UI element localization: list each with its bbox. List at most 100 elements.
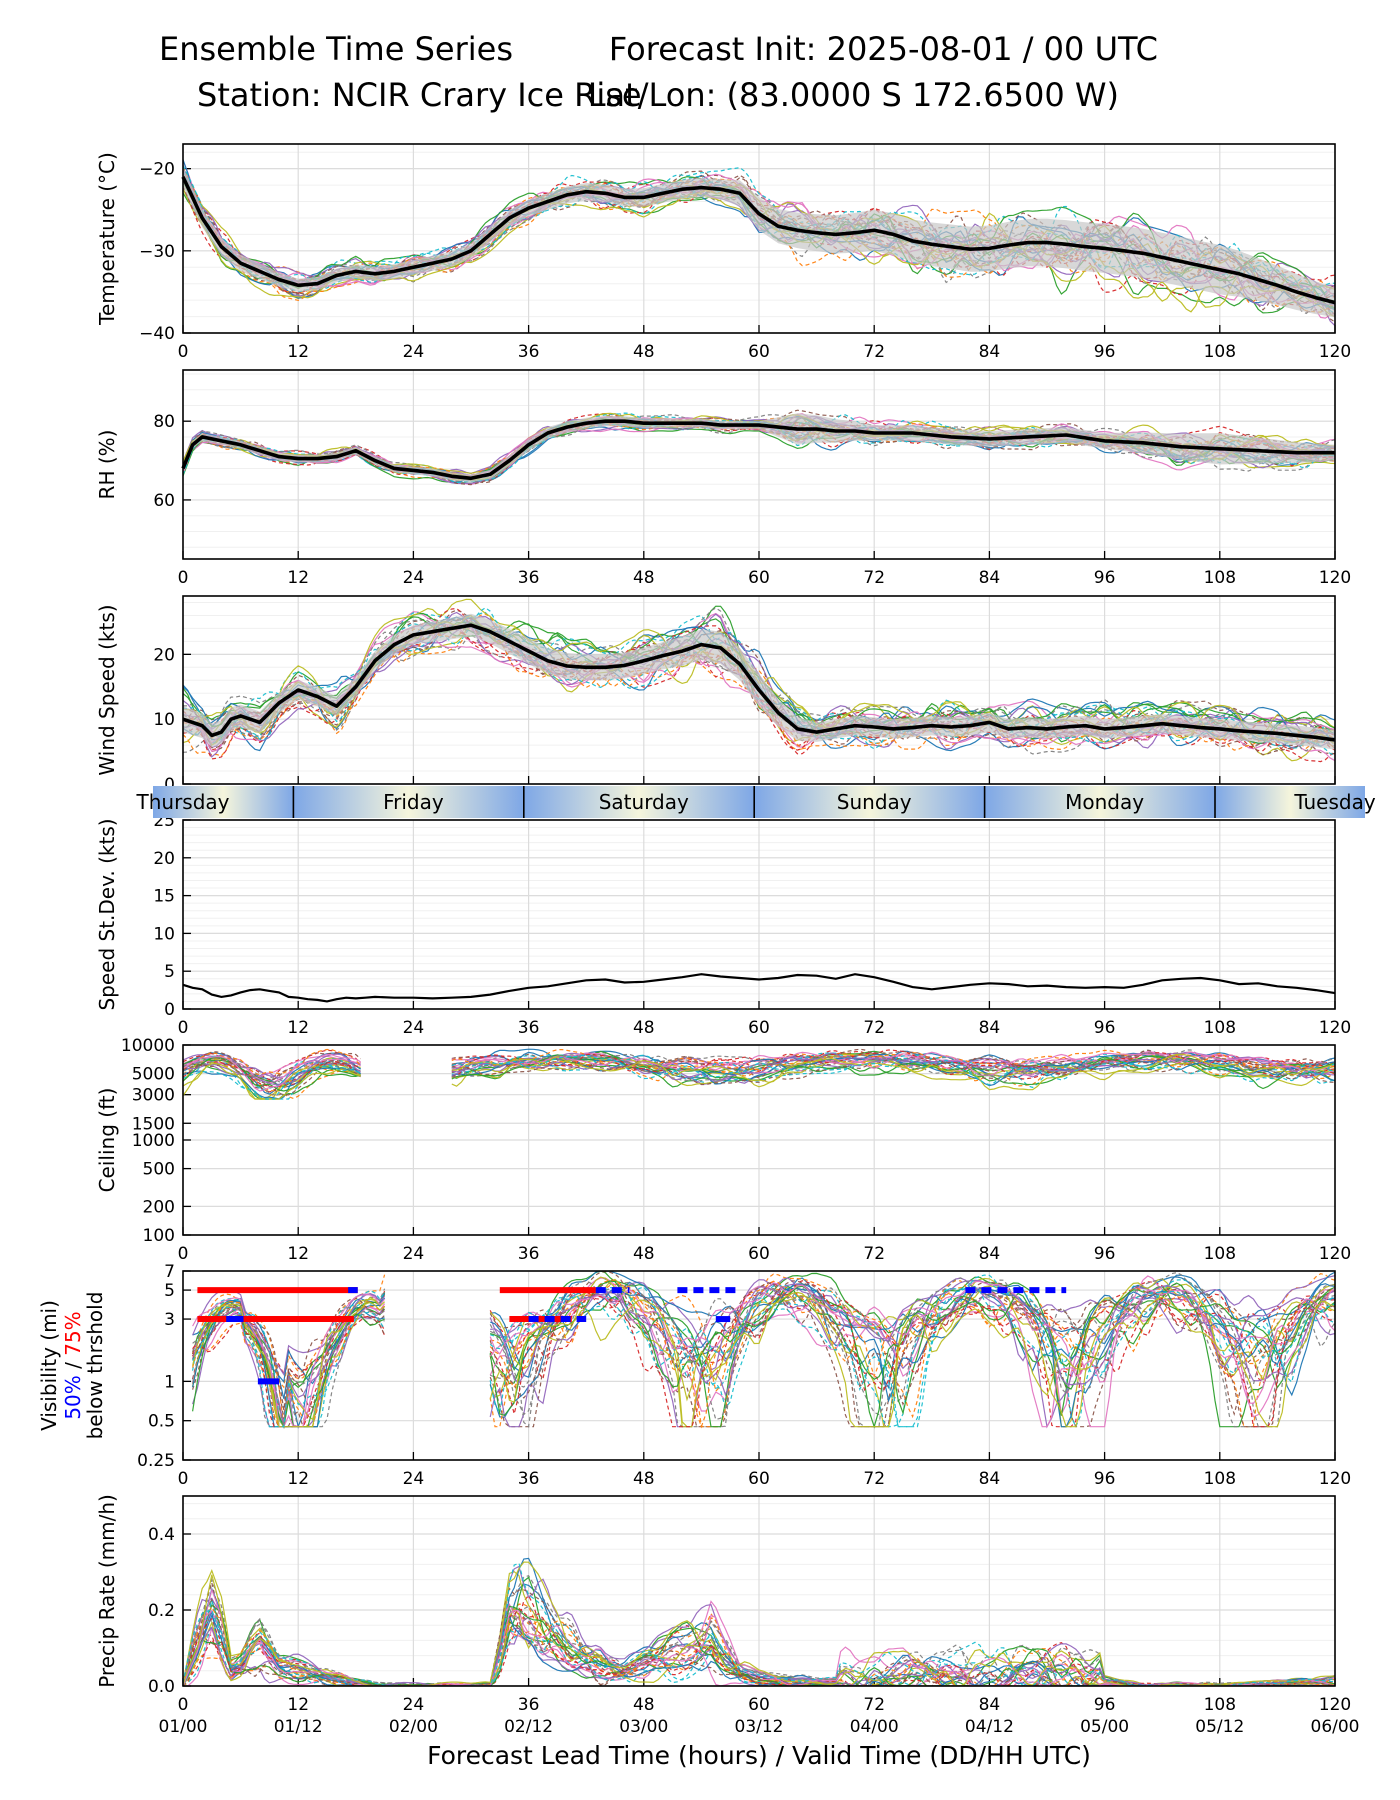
title-right: Forecast Init: 2025-08-01 / 00 UTC (608, 30, 1158, 68)
wind_speed-frame (182, 595, 1336, 785)
speed_stdev-xtick-label: 48 (633, 1018, 655, 1038)
precip-member-line (183, 1580, 1335, 1686)
visibility-ylabel-line3: below thrshold (83, 1292, 107, 1440)
day-label: Friday (383, 790, 444, 814)
valid-time-label: 01/12 (274, 1717, 323, 1737)
visibility-ytick-label: 5 (164, 1281, 175, 1301)
rh-xtick-label: 72 (863, 568, 885, 588)
rh-xtick-label: 60 (748, 568, 770, 588)
temperature-panel: −40 −30 −20 0 12 24 36 48 60 72 84 96 108 120 Temperat… (95, 144, 1351, 362)
ceiling-ytick-label: 100 (143, 1226, 175, 1246)
temperature-ylabel: Temperature (°C) (95, 152, 119, 326)
speed_stdev-xtick-label: 84 (979, 1018, 1001, 1038)
ceiling-member-line (183, 1059, 361, 1096)
temperature-xtick-label: 36 (518, 342, 540, 362)
ceiling-member-line (451, 1051, 1335, 1076)
visibility-ylabel-group: Visibility (mi) 50% / 75%below thrshold (37, 1292, 107, 1440)
visibility-member-line (192, 1289, 386, 1428)
precip-xtick-label: 48 (633, 1695, 655, 1715)
wind_speed-ylabel-group: Wind Speed (kts) (95, 604, 119, 775)
visibility-ytick-label: 0.5 (148, 1412, 175, 1432)
speed-stdev-line (182, 973, 1336, 1003)
visibility-member-line (192, 1300, 385, 1428)
visibility-ytick-label: 3 (164, 1310, 175, 1330)
speed_stdev-xtick-label: 24 (403, 1018, 425, 1038)
ceiling-member-line (451, 1057, 1335, 1086)
visibility-xtick-label: 24 (403, 1469, 425, 1489)
temperature-ytick-label: −30 (139, 242, 175, 262)
wind_speed-ytick-label: 0 (164, 775, 175, 795)
ceiling-member-line (451, 1053, 1335, 1091)
rh-xtick-label: 108 (1204, 568, 1236, 588)
speed_stdev-ylabel-group: Speed St.Dev. (kts) (95, 818, 119, 1010)
ceiling-xtick-label: 96 (1094, 1244, 1116, 1264)
visibility-frame (182, 1270, 1336, 1461)
station-label: Station: NCIR Crary Ice Rise (197, 76, 642, 114)
rh-xtick-label: 36 (518, 568, 540, 588)
precip-xtick-label: 84 (979, 1695, 1001, 1715)
visibility-member-line (192, 1295, 386, 1428)
speed_stdev-frame (182, 819, 1336, 1010)
ceiling-member-line (451, 1051, 1335, 1087)
speed_stdev-xtick-label: 96 (1094, 1018, 1116, 1038)
speed_stdev-ytick-label: 5 (164, 962, 175, 982)
ceiling-frame (182, 1044, 1336, 1236)
precip-xtick-label: 24 (403, 1695, 425, 1715)
ceiling-member-line (451, 1054, 1335, 1090)
visibility-member-line (489, 1271, 1335, 1406)
ceiling-member-line (183, 1053, 361, 1092)
valid-time-label: 04/12 (965, 1717, 1014, 1737)
rh-xtick-label: 120 (1319, 568, 1351, 588)
speed_stdev-xtick-label: 60 (748, 1018, 770, 1038)
wind_speed-mean-line (182, 623, 1336, 742)
valid-time-label: 03/00 (619, 1717, 668, 1737)
visibility-member-line (489, 1280, 1335, 1396)
visibility-xtick-label: 96 (1094, 1469, 1116, 1489)
ceiling-xtick-label: 72 (863, 1244, 885, 1264)
temperature-mean-line (181, 176, 1336, 305)
visibility-xtick-label: 12 (287, 1469, 309, 1489)
rh-xtick-label: 0 (178, 568, 189, 588)
ceiling-member-line (451, 1054, 1335, 1086)
ceiling-ytick-label: 3000 (132, 1086, 175, 1106)
ceiling-ytick-label: 5000 (132, 1065, 175, 1085)
precip-ylabel: Precip Rate (mm/h) (95, 1494, 119, 1688)
rh-xtick-label: 84 (979, 568, 1001, 588)
visibility-member-line (192, 1306, 386, 1428)
temperature-spread-band (183, 167, 1335, 318)
ceiling-xtick-label: 108 (1204, 1244, 1236, 1264)
ceiling-member-line (183, 1056, 361, 1092)
title-left: Ensemble Time Series (159, 30, 513, 68)
visibility-member-line (489, 1274, 1335, 1428)
x-axis-label: Forecast Lead Time (hours) / Valid Time … (427, 1741, 1091, 1770)
visibility-member-line (489, 1280, 1335, 1405)
day-cell (523, 786, 755, 818)
ceiling-member-line (183, 1048, 362, 1076)
rh-panel: 60 80 0 12 24 36 48 60 72 84 96 108 120 RH (%) (95, 370, 1351, 588)
visibility-xtick-label: 36 (518, 1469, 540, 1489)
rh-ytick-label: 80 (153, 412, 175, 432)
precip-xtick-label: 96 (1094, 1695, 1116, 1715)
precip-panel: 0.0 0.2 0.4 0 12 24 36 48 60 72 84 96 108 120 Precip R… (95, 1494, 1351, 1715)
day-cell (293, 786, 524, 818)
day-label: Thursday (136, 790, 230, 814)
precip-xtick-label: 72 (863, 1695, 885, 1715)
visibility-xtick-label: 48 (633, 1469, 655, 1489)
temperature-frame (182, 143, 1336, 334)
temperature-member-line (183, 167, 1335, 295)
temperature-ytick-label: −40 (139, 324, 175, 344)
visibility-member-line (489, 1283, 1335, 1428)
temperature-member-line (183, 165, 1335, 290)
ceiling-member-line (183, 1067, 361, 1100)
ceiling-member-line (451, 1052, 1335, 1080)
ceiling-xtick-label: 36 (518, 1244, 540, 1264)
day-cell (984, 786, 1215, 818)
day-label: Monday (1065, 790, 1144, 814)
temperature-xtick-label: 48 (633, 342, 655, 362)
visibility-member-line (490, 1279, 1335, 1397)
valid-time-label: 02/12 (504, 1717, 553, 1737)
temperature-xtick-label: 24 (403, 342, 425, 362)
temperature-xtick-label: 12 (287, 342, 309, 362)
precip-ytick-label: 0.0 (148, 1677, 175, 1697)
